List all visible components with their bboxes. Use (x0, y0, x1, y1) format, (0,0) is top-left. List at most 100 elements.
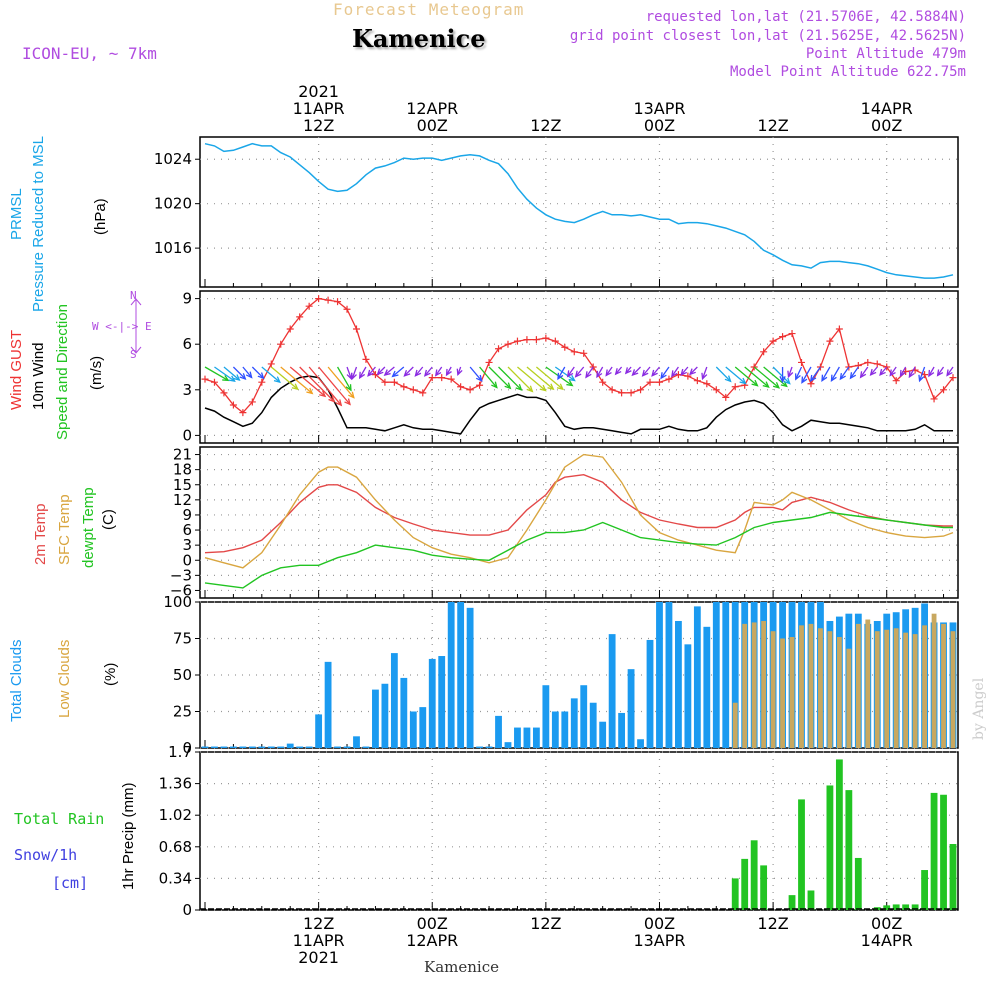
gust-marker (599, 378, 607, 386)
gust-marker (409, 386, 417, 394)
top-time-label: 14APR (861, 99, 913, 118)
wind-vector-head (273, 376, 281, 384)
temp-ytick-label: 15 (173, 476, 192, 494)
gust-marker (693, 377, 701, 385)
low-cloud-bar (732, 702, 738, 748)
wind-vector-head (795, 373, 801, 381)
wind-vector-head (899, 369, 906, 378)
total-cloud-bar (684, 644, 692, 748)
wind-vector (899, 366, 907, 377)
meteogram-subtitle: Forecast Meteogram (333, 0, 525, 19)
rain-bar (883, 905, 891, 910)
rain-bar (760, 865, 768, 910)
total-cloud-bar (419, 707, 427, 748)
total-cloud-bar (400, 677, 408, 748)
wind-vector (839, 366, 850, 380)
wind-vector (479, 366, 498, 388)
gust-marker (504, 340, 512, 348)
total-cloud-bar (362, 746, 370, 748)
wind-vector (367, 366, 376, 377)
wind-vector (414, 366, 424, 377)
precip-ytick-label: 0.34 (159, 869, 192, 887)
gust-marker (447, 375, 455, 383)
total-cloud-bar (267, 746, 275, 748)
wind-vector (557, 366, 566, 380)
gust-marker (864, 358, 872, 366)
precip-frame (199, 751, 959, 911)
rain-bar (902, 904, 910, 910)
top-time-label: 12Z (530, 116, 561, 135)
wind-vector (346, 366, 352, 379)
rain-bar (798, 799, 805, 910)
wind-vector-head (631, 369, 639, 377)
gust-marker (703, 380, 711, 388)
wind-vector-head (787, 370, 794, 379)
sfc-temp-line (204, 453, 954, 569)
wind-vector (830, 366, 840, 382)
snow-label: Snow/1h (14, 846, 78, 864)
wind-vector-head (946, 369, 953, 377)
precip-ytick-label: 0.68 (159, 838, 192, 856)
total-cloud-bar (532, 727, 540, 748)
wind10-line (204, 375, 953, 435)
gust-marker (315, 295, 323, 303)
wind-vector-head (306, 387, 314, 395)
wind-vector (821, 366, 831, 382)
t2m-line (204, 473, 953, 554)
low-cloud-bar (941, 623, 946, 748)
snow-unit-label: [cm] (52, 874, 89, 892)
wind-vector (446, 366, 452, 376)
total-cloud-bar (608, 634, 616, 748)
temp-ytick-label: 21 (173, 446, 192, 464)
gust-marker (949, 374, 957, 382)
gust-marker (731, 383, 739, 391)
wind-vector (517, 366, 546, 392)
total-rain-label: Total Rain (14, 810, 105, 828)
wind-vector (849, 366, 859, 379)
wind-vector (261, 366, 281, 383)
rain-bar (788, 895, 796, 910)
temp-ytick-label: 12 (173, 491, 192, 509)
low-cloud-bar (770, 631, 776, 748)
total-cloud-bar (637, 739, 644, 748)
wind-vector-head (539, 384, 547, 392)
wind-vector (928, 366, 935, 377)
clouds-ytick-label: 50 (173, 666, 192, 684)
wind-vector (242, 366, 253, 378)
clouds-ytick-label: 25 (173, 703, 192, 721)
rain-bar (940, 794, 947, 910)
gust-marker (684, 372, 692, 380)
wind-vector-head (376, 368, 384, 376)
wind-vector-head (596, 370, 603, 379)
wind-vector (651, 366, 660, 377)
top-time-label: 11APR (293, 99, 345, 118)
wind-vector-head (335, 399, 343, 407)
low-cloud-bar (789, 637, 795, 748)
gridpoint-location: grid point closest lon,lat (21.5625E, 42… (569, 28, 966, 44)
rain-bar (930, 792, 938, 910)
total-cloud-bar (409, 711, 417, 748)
wind-vector (526, 366, 554, 390)
gust-marker (419, 389, 427, 397)
total-cloud-bar (229, 746, 237, 748)
rain-bar (750, 840, 758, 910)
dewpt-line (204, 511, 953, 589)
pressure-panel (195, 136, 959, 288)
wind-vector-head (456, 368, 463, 377)
total-cloud-bar (258, 746, 266, 748)
bottom-time-label: 12APR (406, 931, 458, 950)
wind-vector-head (491, 381, 498, 389)
gust-marker (400, 383, 408, 391)
wind-vector-head (403, 369, 411, 377)
meteogram-title: Kamenice (352, 24, 486, 53)
point-altitude: Point Altitude 479m (805, 46, 966, 62)
temp-ytick-label: −6 (170, 581, 192, 599)
temp-panel (195, 446, 959, 599)
wind-vector (289, 366, 326, 397)
wind-vector-head (849, 372, 857, 380)
wind-vector-head (671, 370, 678, 378)
wind-vector (918, 366, 926, 382)
gust-marker (779, 333, 787, 341)
rain-bar (892, 904, 900, 910)
